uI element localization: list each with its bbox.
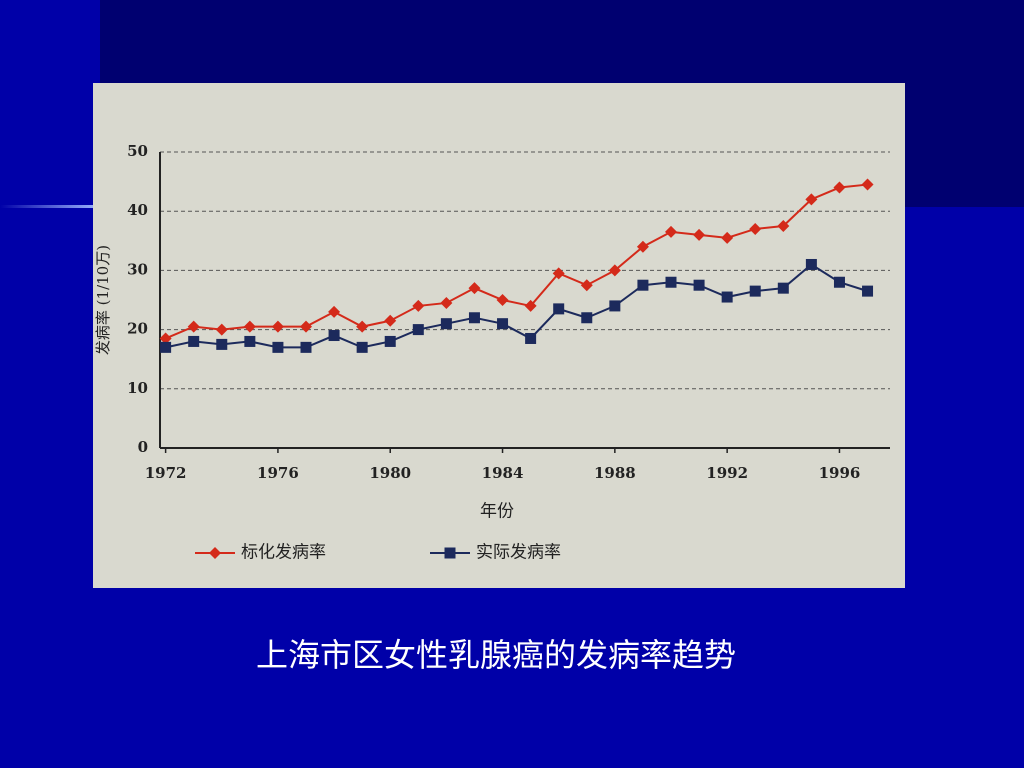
- marker: [525, 332, 537, 344]
- marker: [356, 341, 368, 353]
- marker: [188, 335, 200, 347]
- marker: [609, 300, 621, 312]
- marker: [580, 279, 593, 292]
- marker: [693, 228, 706, 241]
- marker: [440, 318, 452, 330]
- marker: [384, 314, 397, 327]
- marker: [749, 285, 761, 297]
- y-tick-label: 40: [127, 201, 148, 219]
- marker: [497, 318, 509, 330]
- marker: [384, 335, 396, 347]
- marker: [468, 312, 480, 324]
- marker: [496, 294, 509, 306]
- caption: 上海市区女性乳腺癌的发病率趋势: [256, 636, 736, 674]
- marker: [721, 291, 733, 303]
- marker: [328, 305, 341, 318]
- x-tick-label: 1996: [819, 464, 861, 482]
- marker: [581, 312, 593, 324]
- marker: [356, 320, 369, 333]
- marker: [159, 332, 172, 345]
- y-tick-label: 30: [127, 260, 148, 278]
- marker: [721, 231, 734, 244]
- marker: [749, 222, 762, 235]
- x-tick-label: 1972: [145, 464, 187, 482]
- marker: [693, 279, 705, 291]
- marker: [412, 299, 425, 312]
- y-axis-label: 发病率 (1/10万): [94, 245, 112, 355]
- marker: [833, 276, 845, 288]
- marker: [187, 320, 200, 333]
- marker: [160, 341, 172, 353]
- photo-panel: [93, 83, 905, 588]
- marker: [637, 279, 649, 291]
- marker: [777, 220, 790, 232]
- marker: [272, 341, 284, 353]
- marker: [468, 282, 481, 295]
- marker: [271, 320, 284, 333]
- y-tick-label: 20: [127, 320, 148, 338]
- marker: [777, 282, 789, 294]
- marker: [215, 323, 228, 336]
- x-tick-label: 1988: [594, 464, 636, 482]
- marker: [244, 335, 256, 347]
- marker: [440, 296, 453, 309]
- marker: [805, 193, 818, 206]
- marker: [412, 324, 424, 336]
- marker: [861, 178, 874, 191]
- x-tick-label: 1980: [369, 464, 411, 482]
- marker: [805, 258, 817, 270]
- marker: [636, 240, 649, 253]
- legend-marker: [444, 547, 456, 559]
- x-tick-label: 1984: [482, 464, 524, 482]
- accent-line: [0, 205, 100, 208]
- x-axis-label: 年份: [480, 502, 514, 522]
- marker: [552, 267, 565, 280]
- y-tick-label: 50: [127, 142, 148, 160]
- marker: [553, 303, 565, 315]
- legend-marker: [209, 547, 221, 559]
- marker: [862, 285, 874, 297]
- x-tick-label: 1992: [706, 464, 748, 482]
- legend-label: 实际发病率: [476, 543, 561, 563]
- marker: [608, 264, 621, 277]
- legend-label: 标化发病率: [241, 543, 326, 563]
- marker: [328, 330, 340, 342]
- marker: [524, 299, 537, 312]
- marker: [300, 320, 312, 333]
- x-tick-label: 1976: [257, 464, 299, 482]
- marker: [243, 320, 256, 333]
- marker: [300, 341, 312, 353]
- marker: [665, 225, 677, 238]
- y-tick-label: 0: [138, 438, 148, 456]
- marker: [833, 181, 846, 194]
- marker: [216, 338, 228, 350]
- y-tick-label: 10: [127, 379, 148, 397]
- marker: [665, 276, 677, 288]
